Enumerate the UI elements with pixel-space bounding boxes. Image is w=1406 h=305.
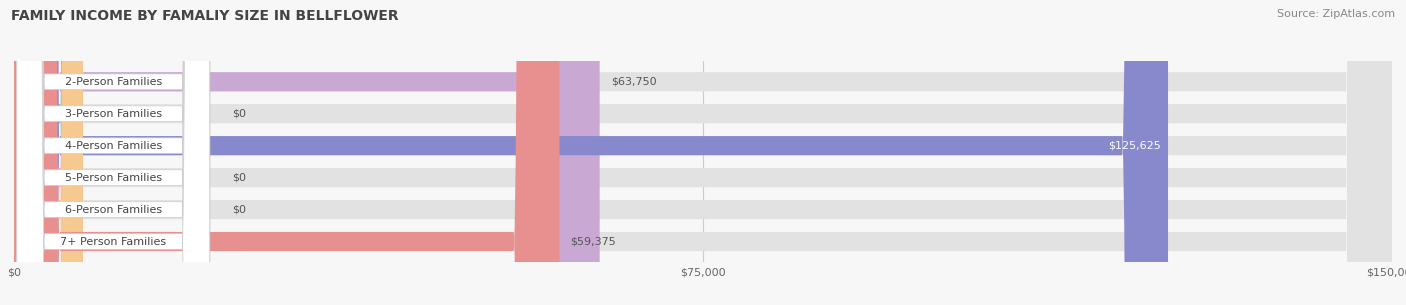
FancyBboxPatch shape [14,0,1392,305]
FancyBboxPatch shape [17,0,209,305]
FancyBboxPatch shape [14,0,1392,305]
Text: 6-Person Families: 6-Person Families [65,205,162,215]
Text: FAMILY INCOME BY FAMALIY SIZE IN BELLFLOWER: FAMILY INCOME BY FAMALIY SIZE IN BELLFLO… [11,9,399,23]
FancyBboxPatch shape [17,0,209,305]
Text: $0: $0 [232,205,246,215]
FancyBboxPatch shape [14,0,599,305]
FancyBboxPatch shape [14,0,1392,305]
Text: $63,750: $63,750 [610,77,657,87]
Text: $59,375: $59,375 [571,237,616,246]
Text: 2-Person Families: 2-Person Families [65,77,162,87]
FancyBboxPatch shape [14,0,1168,305]
Text: $125,625: $125,625 [1108,141,1161,151]
Text: 5-Person Families: 5-Person Families [65,173,162,183]
FancyBboxPatch shape [14,0,83,305]
Text: Source: ZipAtlas.com: Source: ZipAtlas.com [1277,9,1395,19]
FancyBboxPatch shape [14,0,1392,305]
FancyBboxPatch shape [14,0,1392,305]
Text: 4-Person Families: 4-Person Families [65,141,162,151]
FancyBboxPatch shape [14,0,83,305]
FancyBboxPatch shape [17,0,209,305]
FancyBboxPatch shape [17,0,209,305]
FancyBboxPatch shape [14,0,560,305]
Text: 7+ Person Families: 7+ Person Families [60,237,166,246]
Text: $0: $0 [232,173,246,183]
Text: 3-Person Families: 3-Person Families [65,109,162,119]
FancyBboxPatch shape [17,0,209,305]
FancyBboxPatch shape [14,0,83,305]
FancyBboxPatch shape [17,0,209,305]
FancyBboxPatch shape [14,0,1392,305]
Text: $0: $0 [232,109,246,119]
